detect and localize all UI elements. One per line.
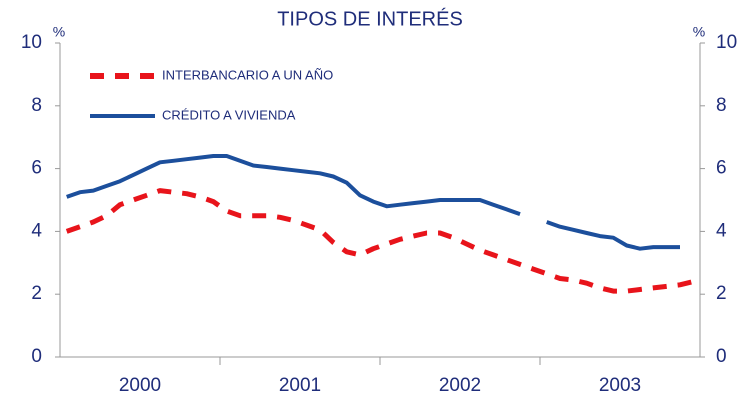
y-tick-label: 2 <box>31 283 42 304</box>
y2-tick-label: 4 <box>716 220 727 241</box>
legend-label: INTERBANCARIO A UN AÑO <box>162 67 333 82</box>
y-axis-label: % <box>53 24 65 40</box>
y-tick-label: 6 <box>31 158 42 179</box>
legend-label: CRÉDITO A VIVIENDA <box>162 107 296 122</box>
y2-tick-label: 8 <box>716 95 727 116</box>
x-tick-label: 2003 <box>599 375 641 396</box>
y-tick-label: 0 <box>31 346 42 367</box>
y2-tick-label: 6 <box>716 158 727 179</box>
y-tick-label: 10 <box>21 32 42 53</box>
y-tick-label: 4 <box>31 220 42 241</box>
x-tick-label: 2001 <box>279 375 321 396</box>
x-tick-label: 2002 <box>439 375 481 396</box>
y2-tick-label: 10 <box>716 32 737 53</box>
x-tick-label: 2000 <box>119 375 161 396</box>
chart-title: TIPOS DE INTERÉS <box>277 7 463 30</box>
y2-tick-label: 2 <box>716 283 727 304</box>
series-line <box>65 188 694 294</box>
y2-tick-label: 0 <box>716 346 727 367</box>
y-tick-label: 8 <box>31 95 42 116</box>
series-line <box>66 154 680 251</box>
y2-axis-label: % <box>693 24 705 40</box>
